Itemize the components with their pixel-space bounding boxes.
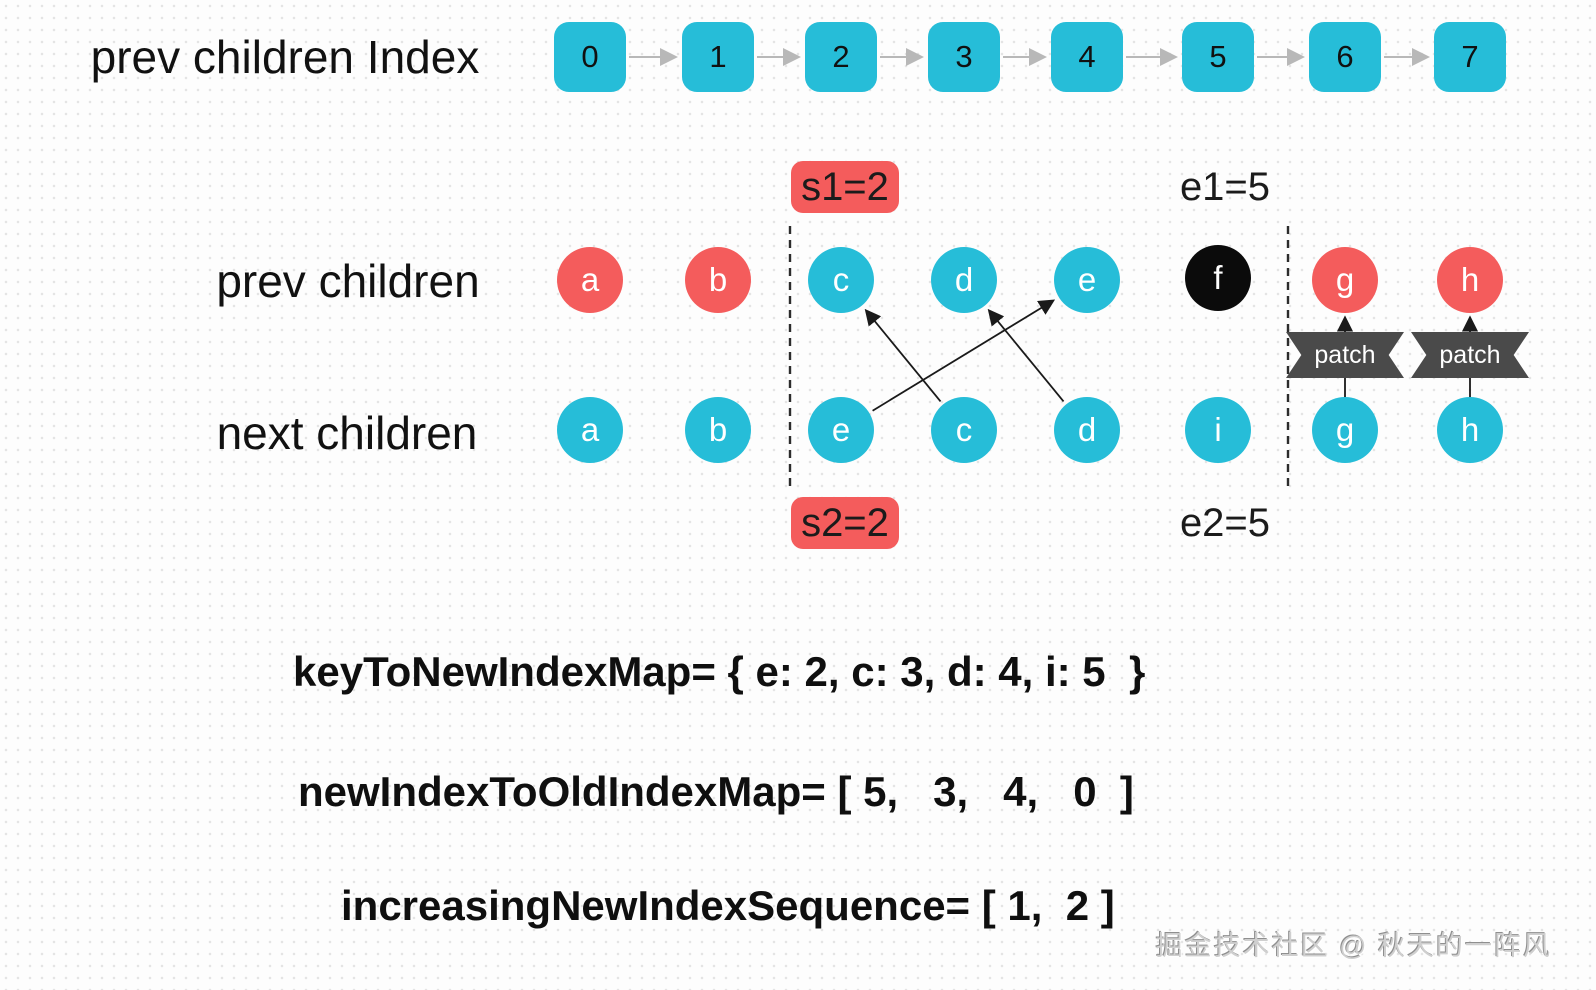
index-box-1: 1	[682, 22, 754, 92]
index-box-4: 4	[1051, 22, 1123, 92]
prev-children-label: prev children	[216, 255, 480, 307]
next-node-g: g	[1312, 397, 1378, 463]
prev-node-c: c	[808, 247, 874, 313]
prev-node-g: g	[1312, 247, 1378, 313]
e1-pointer-label: e1=5	[1179, 164, 1271, 209]
watermark: 掘金技术社区 @ 秋天的一阵风	[1155, 931, 1552, 961]
index-box-6: 6	[1309, 22, 1381, 92]
map-arrow-e	[872, 299, 1056, 412]
next-node-a: a	[557, 397, 623, 463]
prev-children-index-label: prev children Index	[90, 31, 480, 83]
next-children-label: next children	[216, 407, 478, 459]
key-to-new-index-map-text: keyToNewIndexMap= { e: 2, c: 3, d: 4, i:…	[293, 648, 1146, 695]
next-node-e: e	[808, 397, 874, 463]
s2-pointer-badge: s2=2	[791, 497, 899, 549]
prev-node-b: b	[685, 247, 751, 313]
prev-node-f: f	[1185, 245, 1251, 311]
index-box-5: 5	[1182, 22, 1254, 92]
next-node-i: i	[1185, 397, 1251, 463]
patch-ribbon-g: patch	[1286, 332, 1404, 378]
next-node-b: b	[685, 397, 751, 463]
map-arrow-c	[864, 308, 942, 402]
next-node-c: c	[931, 397, 997, 463]
prev-node-d: d	[931, 247, 997, 313]
s1-pointer-badge: s1=2	[791, 161, 899, 213]
index-box-2: 2	[805, 22, 877, 92]
new-index-to-old-index-map-text: newIndexToOldIndexMap= [ 5, 3, 4, 0 ]	[298, 768, 1134, 815]
index-box-3: 3	[928, 22, 1000, 92]
prev-node-e: e	[1054, 247, 1120, 313]
increasing-new-index-sequence-text: increasingNewIndexSequence= [ 1, 2 ]	[341, 882, 1115, 929]
index-box-7: 7	[1434, 22, 1506, 92]
e2-pointer-label: e2=5	[1179, 500, 1271, 545]
prev-node-a: a	[557, 247, 623, 313]
patch-ribbon-h: patch	[1411, 332, 1529, 378]
map-arrow-d	[987, 308, 1065, 402]
index-box-0: 0	[554, 22, 626, 92]
next-node-h: h	[1437, 397, 1503, 463]
prev-node-h: h	[1437, 247, 1503, 313]
next-node-d: d	[1054, 397, 1120, 463]
